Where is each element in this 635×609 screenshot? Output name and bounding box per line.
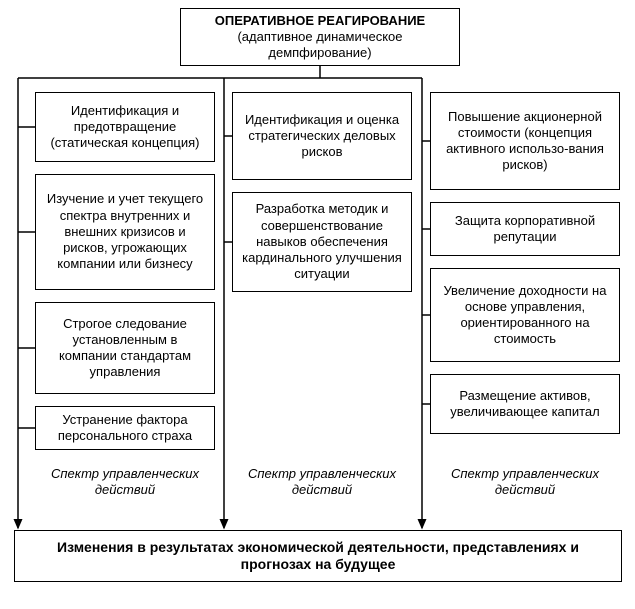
node-col2-0: Повышение акционерной стоимости (концепц… <box>430 92 620 190</box>
node-text: Повышение акционерной стоимости (концепц… <box>437 109 613 174</box>
node-text: Изучение и учет текущего спектра внутрен… <box>42 191 208 272</box>
top-node-subtitle: (адаптивное динамическое демпфирование) <box>187 29 453 62</box>
node-col0-2: Строгое следование установленным в компа… <box>35 302 215 394</box>
node-col1-1: Разработка методик и совершенствование н… <box>232 192 412 292</box>
node-text: Разработка методик и совершенствование н… <box>239 201 405 282</box>
node-text: Устранение фактора персонального страха <box>42 412 208 445</box>
node-text: Размещение активов, увеличивающее капита… <box>437 388 613 421</box>
node-col0-3: Устранение фактора персонального страха <box>35 406 215 450</box>
node-col2-1: Защита корпоративной репутации <box>430 202 620 256</box>
node-text: Защита корпоративной репутации <box>437 213 613 246</box>
top-node-title: ОПЕРАТИВНОЕ РЕАГИРОВАНИЕ <box>215 13 425 29</box>
node-text: Идентификация и оценка стратегических де… <box>239 112 405 161</box>
column-caption-1: Спектр управленческих действий <box>232 466 412 499</box>
column-caption-2: Спектр управленческих действий <box>430 466 620 499</box>
node-col0-1: Изучение и учет текущего спектра внутрен… <box>35 174 215 290</box>
bottom-node-text: Изменения в результатах экономической де… <box>21 539 615 574</box>
bottom-node: Изменения в результатах экономической де… <box>14 530 622 582</box>
node-col2-2: Увеличение доходности на основе управлен… <box>430 268 620 362</box>
node-text: Увеличение доходности на основе управлен… <box>437 283 613 348</box>
node-text: Идентификация и предотвращение (статичес… <box>42 103 208 152</box>
node-col2-3: Размещение активов, увеличивающее капита… <box>430 374 620 434</box>
node-col1-0: Идентификация и оценка стратегических де… <box>232 92 412 180</box>
diagram-canvas: ОПЕРАТИВНОЕ РЕАГИРОВАНИЕ(адаптивное дина… <box>0 0 635 609</box>
column-caption-0: Спектр управленческих действий <box>35 466 215 499</box>
node-text: Строгое следование установленным в компа… <box>42 316 208 381</box>
top-node: ОПЕРАТИВНОЕ РЕАГИРОВАНИЕ(адаптивное дина… <box>180 8 460 66</box>
node-col0-0: Идентификация и предотвращение (статичес… <box>35 92 215 162</box>
